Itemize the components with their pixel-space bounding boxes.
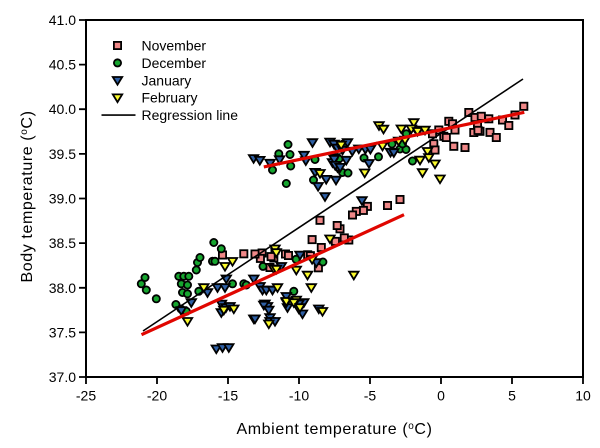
svg-text:Body temperature (oC): Body temperature (oC): [19, 110, 36, 282]
svg-text:37.5: 37.5: [49, 324, 76, 340]
svg-text:-15: -15: [218, 388, 238, 404]
svg-text:January: January: [142, 72, 192, 88]
svg-text:40.0: 40.0: [49, 101, 76, 117]
svg-text:-10: -10: [289, 388, 309, 404]
svg-text:-5: -5: [364, 388, 377, 404]
svg-text:41.0: 41.0: [49, 12, 76, 28]
svg-text:0: 0: [437, 388, 445, 404]
svg-text:40.5: 40.5: [49, 57, 76, 73]
svg-text:Ambient temperature (oC): Ambient temperature (oC): [236, 421, 432, 438]
svg-text:-25: -25: [76, 388, 96, 404]
svg-text:5: 5: [508, 388, 516, 404]
svg-text:10: 10: [575, 388, 591, 404]
svg-text:39.5: 39.5: [49, 146, 76, 162]
svg-text:38.0: 38.0: [49, 280, 76, 296]
svg-text:December: December: [142, 55, 207, 71]
svg-text:37.0: 37.0: [49, 369, 76, 385]
svg-text:Regression line: Regression line: [142, 107, 239, 123]
svg-text:February: February: [142, 90, 198, 106]
svg-text:38.5: 38.5: [49, 235, 76, 251]
svg-text:November: November: [142, 38, 207, 54]
svg-text:39.0: 39.0: [49, 191, 76, 207]
svg-text:-20: -20: [147, 388, 167, 404]
